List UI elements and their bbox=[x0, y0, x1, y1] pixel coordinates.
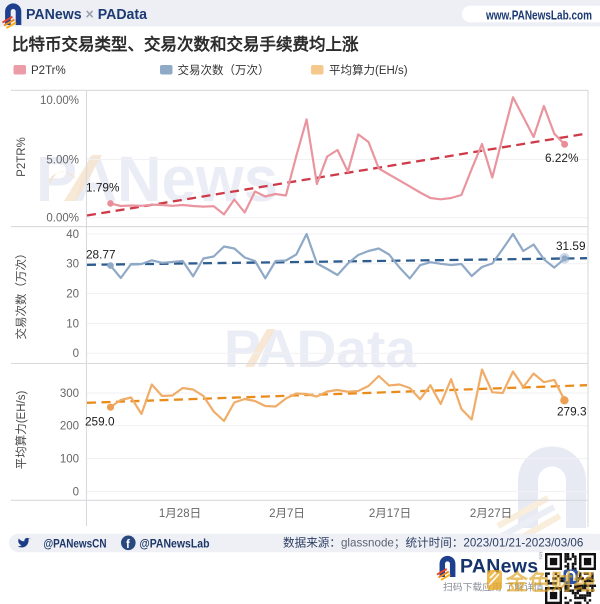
svg-text:1.79%: 1.79% bbox=[86, 181, 120, 195]
svg-text:平均算力(EH/s): 平均算力(EH/s) bbox=[329, 63, 408, 77]
svg-text:40: 40 bbox=[66, 229, 79, 241]
svg-text:平均算力(EH/s): 平均算力(EH/s) bbox=[14, 391, 28, 470]
svg-text:259.0: 259.0 bbox=[85, 415, 115, 429]
svg-text:300: 300 bbox=[60, 388, 79, 400]
svg-text:2月27日: 2月27日 bbox=[470, 508, 512, 520]
svg-text:f: f bbox=[126, 539, 130, 551]
svg-text:28.77: 28.77 bbox=[86, 248, 116, 262]
svg-text:P2TR%: P2TR% bbox=[16, 137, 28, 177]
svg-text:100: 100 bbox=[60, 454, 79, 466]
svg-text:@PANewsLab: @PANewsLab bbox=[140, 536, 210, 550]
svg-text:31.59: 31.59 bbox=[556, 239, 586, 253]
svg-text:0: 0 bbox=[73, 486, 79, 498]
svg-text:PAData: PAData bbox=[224, 320, 417, 379]
svg-text:0.00%: 0.00% bbox=[46, 213, 79, 225]
svg-text:交易次数（万次）: 交易次数（万次） bbox=[178, 63, 270, 77]
svg-text:200: 200 bbox=[60, 421, 79, 433]
svg-text:P2Tr%: P2Tr% bbox=[31, 65, 66, 77]
svg-text:5.00%: 5.00% bbox=[46, 154, 79, 166]
svg-text:6.22%: 6.22% bbox=[545, 151, 579, 165]
svg-text:交易次数（万次）: 交易次数（万次） bbox=[14, 248, 28, 340]
svg-text:PANews × PAData: PANews × PAData bbox=[26, 7, 148, 23]
svg-text:1月28日: 1月28日 bbox=[159, 508, 201, 520]
svg-text:金色财经: 金色财经 bbox=[505, 570, 596, 595]
svg-text:279.3: 279.3 bbox=[557, 405, 587, 419]
svg-text:@PANewsCN: @PANewsCN bbox=[44, 536, 107, 550]
svg-text:PANews: PANews bbox=[460, 556, 538, 578]
svg-text:0: 0 bbox=[73, 348, 79, 360]
svg-text:30: 30 bbox=[66, 259, 79, 271]
svg-text:20: 20 bbox=[66, 289, 79, 301]
svg-text:2月17日: 2月17日 bbox=[369, 508, 411, 520]
svg-text:数据来源：glassnode；统计时间：2023/01/21: 数据来源：glassnode；统计时间：2023/01/21-2023/03/0… bbox=[283, 536, 583, 550]
svg-text:10.00%: 10.00% bbox=[40, 95, 79, 107]
svg-text:10: 10 bbox=[66, 318, 79, 330]
svg-text:2月7日: 2月7日 bbox=[269, 508, 305, 520]
svg-text:比特币交易类型、交易次数和交易手续费均上涨: 比特币交易类型、交易次数和交易手续费均上涨 bbox=[12, 34, 359, 54]
svg-text:www.PANewsLab.com: www.PANewsLab.com bbox=[485, 8, 592, 22]
